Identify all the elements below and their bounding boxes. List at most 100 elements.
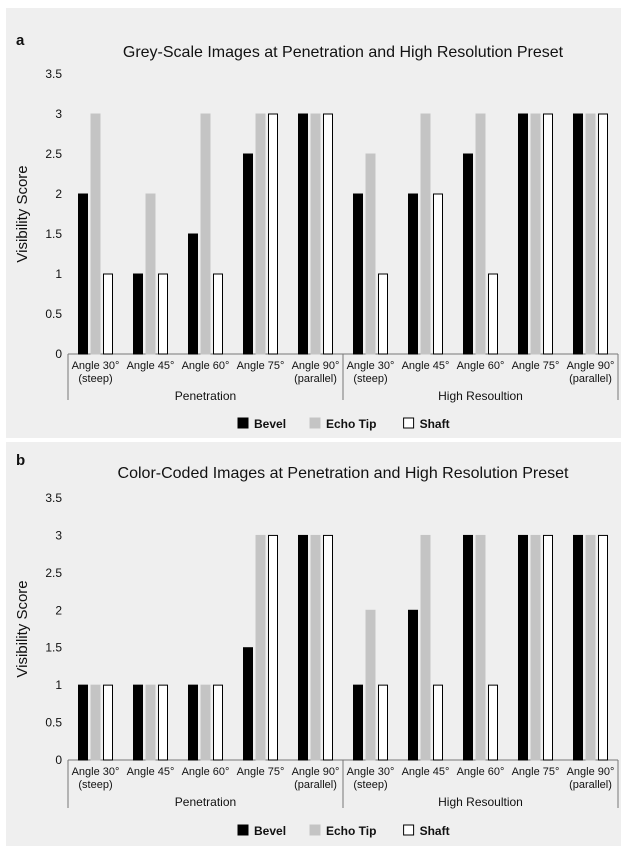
x-category-label: Angle 60° [182, 766, 230, 778]
y-tick-label: 3 [55, 107, 62, 121]
bar-shaft [158, 273, 168, 355]
bar-bevel [78, 684, 88, 761]
x-category-label: Angle 75° [237, 360, 285, 372]
x-category-line: Angle 60° [457, 360, 505, 372]
bar-shaft [103, 273, 113, 355]
bar-bevel [518, 534, 528, 761]
x-category-line: Angle 60° [457, 766, 505, 778]
bar-echo-tip [200, 113, 211, 355]
x-category-line: (steep) [353, 373, 387, 385]
bar-bevel [573, 113, 583, 355]
group-label: Penetration [175, 795, 236, 809]
x-category-line: Angle 60° [182, 360, 230, 372]
bar-echo-tip [475, 534, 486, 761]
bar-bevel [408, 609, 418, 761]
x-category-label: Angle 30° (steep) [347, 766, 395, 791]
x-category-line: Angle 75° [237, 360, 285, 372]
bar-shaft [488, 273, 498, 355]
x-category-label: Angle 60° [457, 766, 505, 778]
x-category-label: Angle 30° (steep) [72, 766, 120, 791]
bar-shaft [268, 113, 278, 355]
y-tick-label: 0 [55, 753, 62, 767]
x-category-label: Angle 90° (parallel) [292, 360, 340, 385]
bar-shaft [378, 684, 388, 761]
chart-b-svg: b Color-Coded Images at Penetration and H… [14, 452, 619, 838]
x-category-label: Angle 45° [402, 360, 450, 372]
bar-echo-tip [420, 113, 431, 355]
y-tick-label: 3.5 [45, 67, 62, 81]
y-tick-label: 2 [55, 603, 62, 617]
legend-swatch [237, 824, 249, 836]
bar-echo-tip [255, 534, 266, 761]
bar-shaft [268, 534, 278, 761]
bar-shaft [598, 113, 608, 355]
y-tick-label: 0.5 [45, 307, 62, 321]
legend-label: Bevel [254, 824, 286, 838]
bar-echo-tip [585, 534, 596, 761]
y-axis-title: Visibility Score [14, 580, 31, 677]
y-tick-label: 3 [55, 528, 62, 542]
group-label: High Resoultion [438, 795, 523, 809]
bar-shaft [323, 113, 333, 355]
x-category-line: Angle 90° [292, 360, 340, 372]
x-category-line: (parallel) [294, 373, 337, 385]
legend-label: Echo Tip [326, 417, 376, 431]
bar-echo-tip [530, 113, 541, 355]
bar-bevel [78, 193, 88, 355]
bar-echo-tip [310, 113, 321, 355]
bar-bevel [298, 113, 308, 355]
legend-swatch [237, 417, 249, 429]
bar-shaft [433, 684, 443, 761]
bar-shaft [378, 273, 388, 355]
x-category-label: Angle 90° (parallel) [292, 766, 340, 791]
legend-label: Echo Tip [326, 824, 376, 838]
legend-label: Shaft [420, 417, 450, 431]
x-category-line: (parallel) [569, 373, 612, 385]
bar-shaft [543, 534, 553, 761]
bar-bevel [298, 534, 308, 761]
bar-bevel [188, 233, 198, 355]
x-category-line: Angle 45° [127, 766, 175, 778]
legend-swatch [403, 824, 415, 836]
y-tick-label: 1 [55, 678, 62, 692]
y-tick-label: 0 [55, 347, 62, 361]
x-category-line: Angle 75° [237, 766, 285, 778]
x-category-line: Angle 30° [72, 766, 120, 778]
legend-label: Bevel [254, 417, 286, 431]
y-tick-label: 0.5 [45, 716, 62, 730]
bar-bevel [573, 534, 583, 761]
group-label: Penetration [175, 389, 236, 403]
legend-swatch [403, 417, 415, 429]
y-tick-label: 2.5 [45, 566, 62, 580]
x-category-line: (steep) [78, 373, 112, 385]
x-category-label: Angle 45° [127, 360, 175, 372]
legend-label: Shaft [420, 824, 450, 838]
bar-bevel [188, 684, 198, 761]
bar-echo-tip [90, 684, 101, 761]
bar-bevel [463, 534, 473, 761]
y-axis-title: Visibility Score [14, 165, 31, 262]
bar-bevel [463, 153, 473, 355]
x-category-label: Angle 75° [512, 360, 560, 372]
y-tick-label: 2 [55, 187, 62, 201]
chart-title: Color-Coded Images at Penetration and Hi… [118, 465, 569, 482]
x-category-line: Angle 60° [182, 766, 230, 778]
bar-bevel [353, 193, 363, 355]
x-category-label: Angle 75° [512, 766, 560, 778]
y-tick-label: 1.5 [45, 641, 62, 655]
bar-echo-tip [310, 534, 321, 761]
legend-swatch [309, 824, 321, 836]
x-category-line: (parallel) [294, 779, 337, 791]
x-category-line: (steep) [353, 779, 387, 791]
x-category-label: Angle 60° [457, 360, 505, 372]
bar-echo-tip [255, 113, 266, 355]
x-category-line: Angle 30° [72, 360, 120, 372]
x-category-label: Angle 45° [127, 766, 175, 778]
bar-echo-tip [90, 113, 101, 355]
x-category-line: Angle 75° [512, 360, 560, 372]
x-category-line: Angle 30° [347, 766, 395, 778]
x-category-label: Angle 90° (parallel) [567, 360, 615, 385]
chart-a-svg: a Grey-Scale Images at Penetration and Hi… [14, 32, 619, 431]
y-tick-label: 3.5 [45, 491, 62, 505]
bar-bevel [353, 684, 363, 761]
